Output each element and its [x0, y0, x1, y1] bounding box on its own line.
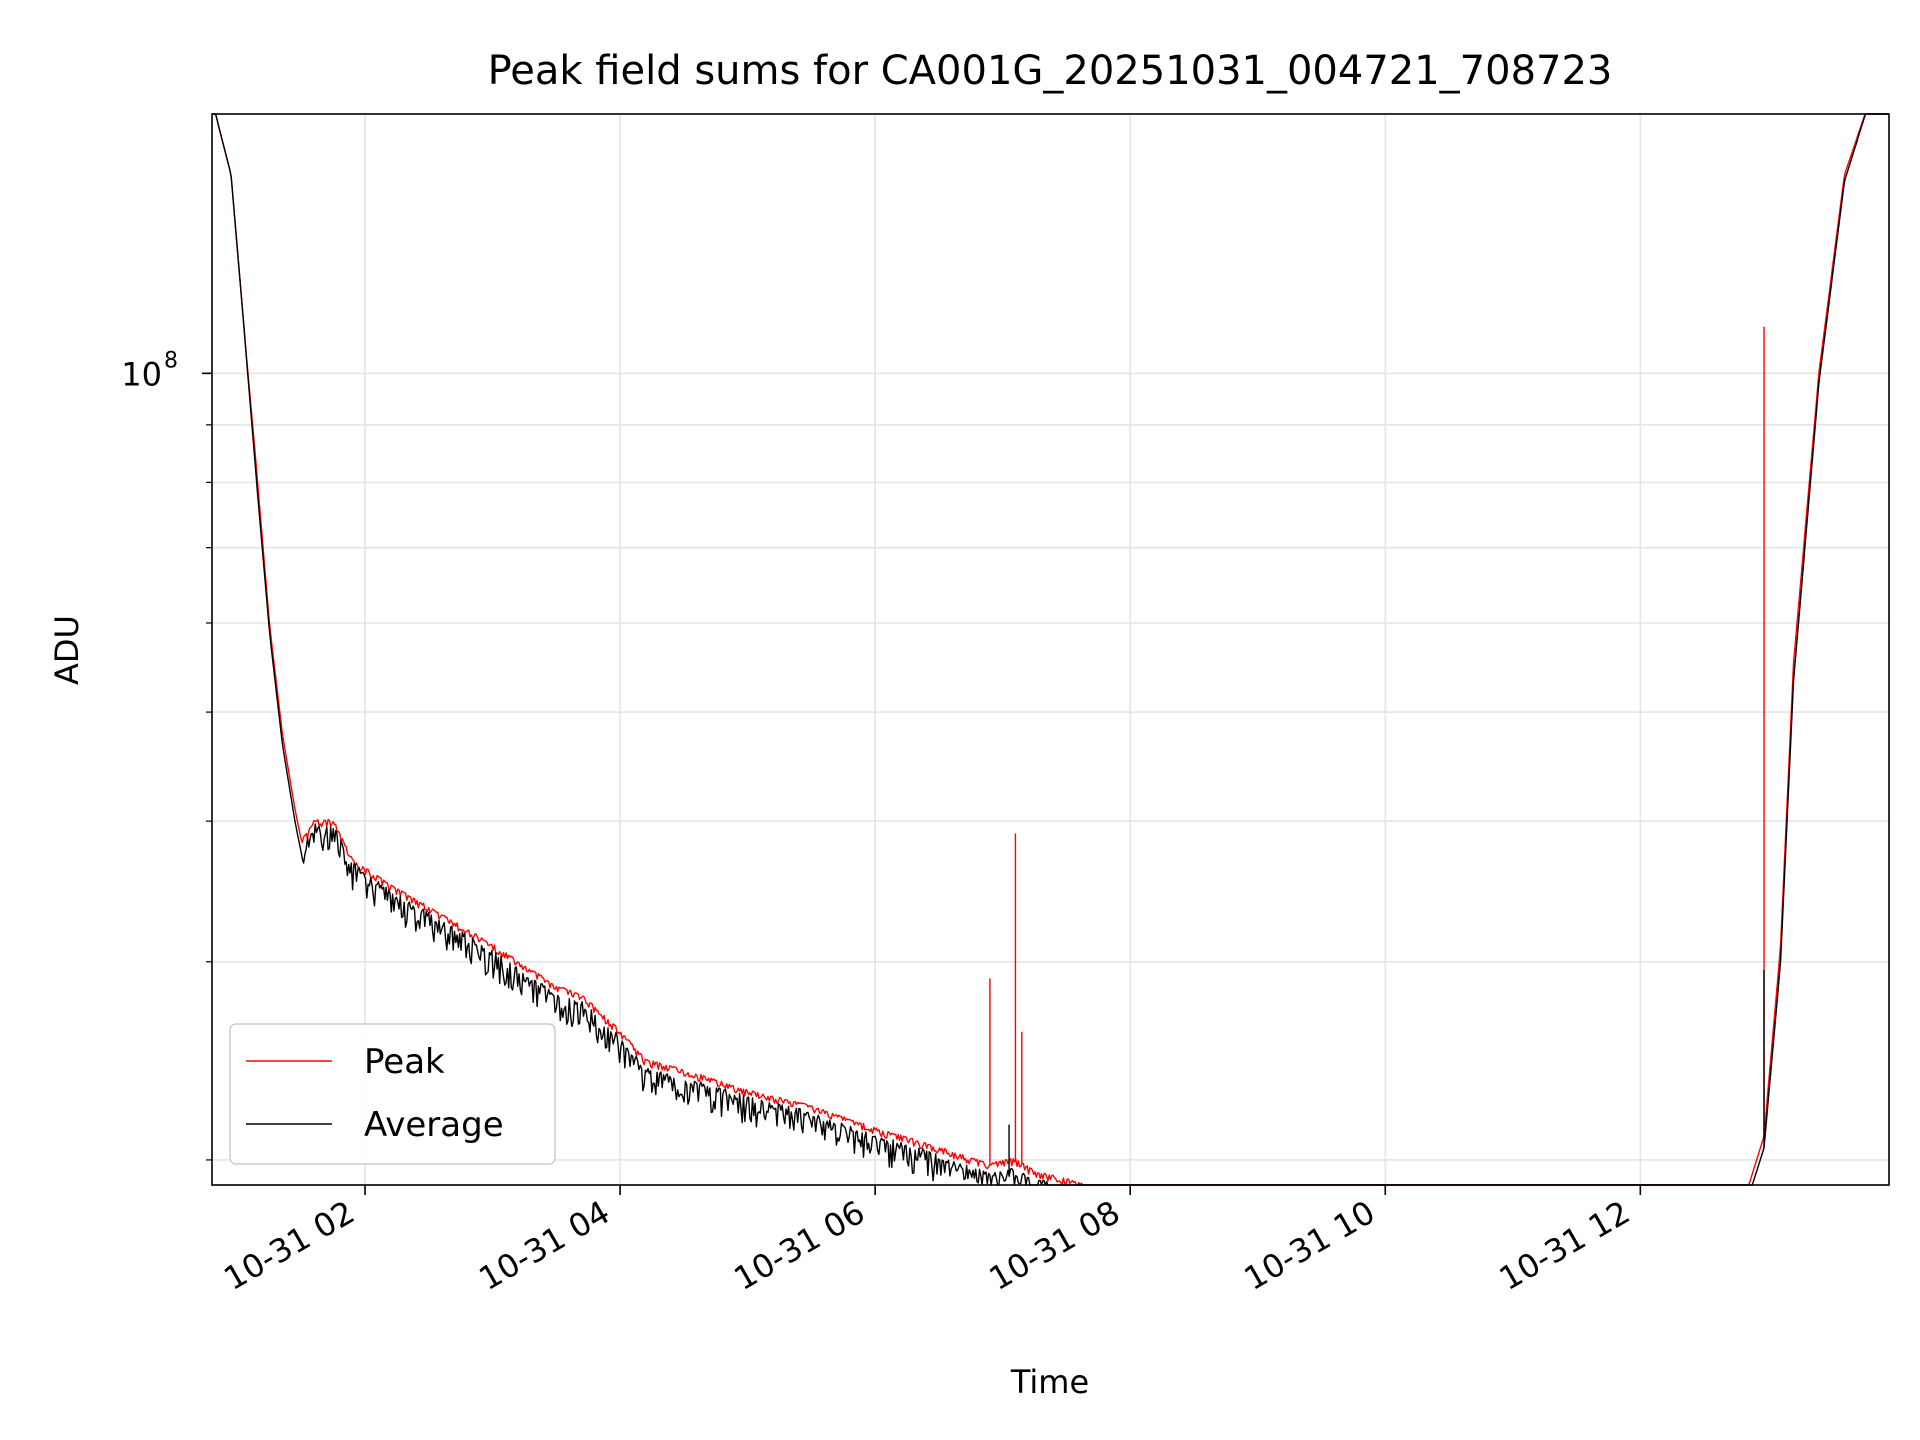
x-axis-label: Time: [1010, 1363, 1089, 1401]
legend: Peak Average: [229, 1023, 556, 1165]
plot-frame: [211, 113, 1890, 1186]
legend-peak-label: Peak: [364, 1042, 445, 1082]
chart-title: Peak field sums for CA001G_20251031_0047…: [488, 48, 1613, 94]
y-axis-label: ADU: [48, 615, 86, 685]
grid: [212, 114, 1889, 1185]
legend-box: [229, 1023, 556, 1165]
legend-average-label: Average: [364, 1105, 504, 1145]
y-tick-label-exponent: 8: [164, 348, 178, 373]
y-tick-label-base: 10: [121, 355, 162, 393]
